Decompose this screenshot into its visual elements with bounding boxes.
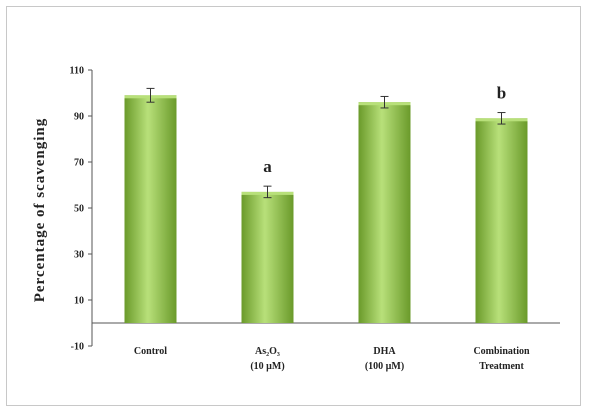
y-tick-label: 90 [74,112,84,123]
y-tick-label: 110 [70,66,84,77]
x-tick-label: Combination [473,346,530,357]
x-tick-label: As₂O₃ [255,346,280,357]
y-tick-label: 50 [74,204,84,215]
x-tick-label: (100 µM) [365,361,404,372]
bar [358,102,411,323]
significance-letter: a [263,157,272,176]
labels: -10 10 30 50 70 90 110 Control a As₂O₃ (10 µM) DHA (… [70,66,530,373]
y-tick-label: 70 [74,158,84,169]
bar [475,118,528,323]
x-tick-label: Control [134,346,167,357]
significance-letter: b [497,84,506,103]
bars [124,87,528,323]
bar [241,191,294,323]
x-tick-label: Treatment [479,361,524,372]
y-tick-label: -10 [71,342,84,353]
bar [124,95,177,323]
y-axis-label: Percentage of scavenging [32,118,48,303]
y-tick-label: 30 [74,250,84,261]
y-tick-label: 10 [74,296,84,307]
x-tick-label: DHA [373,346,396,357]
x-tick-label: (10 µM) [250,361,284,372]
